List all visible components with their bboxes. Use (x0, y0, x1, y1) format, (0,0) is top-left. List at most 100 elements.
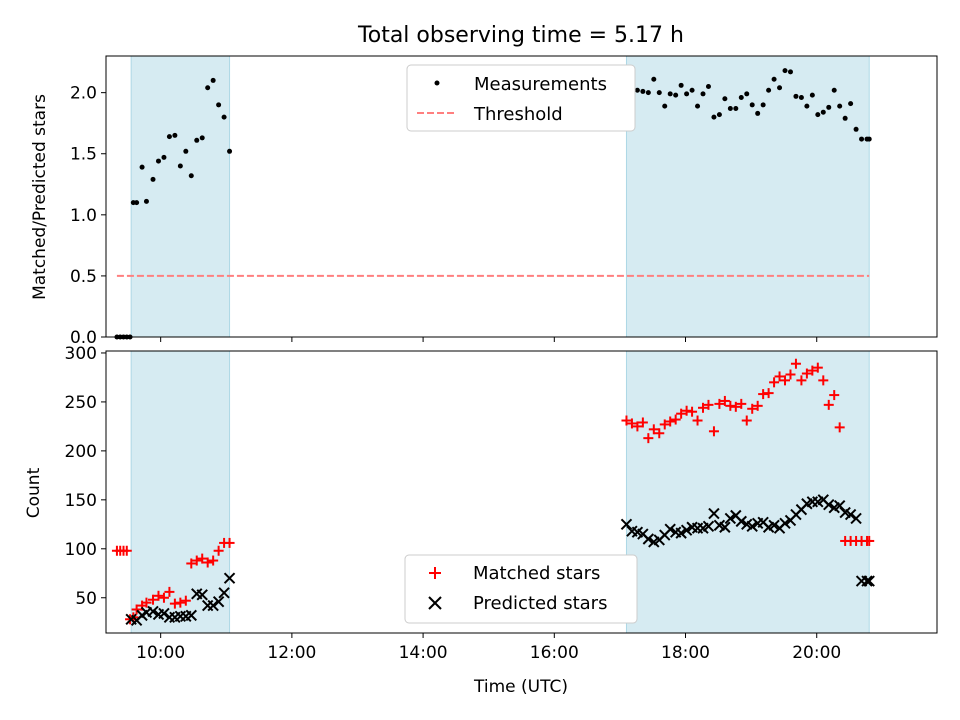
measurement-point (866, 136, 872, 142)
measurement-point (134, 200, 140, 206)
predicted-stars-point (708, 507, 720, 520)
predicted-stars-point (724, 512, 737, 525)
matched-stars-point (202, 557, 213, 568)
measurement-point (651, 76, 657, 82)
measurement-point (760, 102, 766, 108)
matched-stars-point (818, 375, 829, 386)
measurement-point (667, 91, 673, 97)
count-plot-frame (105, 350, 938, 634)
measurement-point (139, 164, 145, 170)
count-legend: Matched stars Predicted stars (404, 554, 638, 624)
matched-stars-point (676, 408, 687, 419)
measurement-point (700, 91, 706, 97)
matched-stars-point (864, 535, 875, 546)
measurement-point (634, 87, 640, 93)
measurement-point (749, 102, 755, 108)
measurement-point (798, 95, 804, 101)
measurement-point (711, 114, 717, 120)
matched-stars-point (191, 555, 202, 566)
count-legend-box (404, 554, 638, 624)
y-tick-label: 100 (65, 540, 97, 560)
matched-stars-point (714, 398, 725, 409)
measurement-point (727, 106, 733, 112)
matched-stars-point (763, 388, 774, 399)
x-tick-label: 20:00 (792, 643, 841, 663)
predicted-stars-point (779, 517, 791, 530)
measurement-point (826, 104, 832, 110)
y-tick-label: 1.0 (70, 206, 97, 226)
matched-stars-point (208, 555, 219, 566)
y-tick-label: 0.0 (70, 328, 97, 348)
y-tick-label: 50 (75, 589, 97, 609)
measurement-point (771, 76, 777, 82)
matched-stars-point (790, 358, 801, 369)
matched-stars-point (659, 419, 670, 430)
predicted-stars-point (158, 607, 170, 620)
matched-stars-point (829, 390, 840, 401)
predicted-stars-point (185, 609, 197, 622)
predicted-stars-point (850, 512, 862, 525)
legend-threshold-label: Threshold (473, 104, 563, 125)
matched-stars-point (769, 377, 780, 388)
predicted-stars-point (861, 575, 873, 587)
measurement-point (804, 103, 810, 109)
x-tick-label: 12:00 (267, 643, 316, 663)
y-tick-label: 0.5 (70, 267, 97, 287)
matched-stars-point (670, 414, 681, 425)
measurement-point (695, 103, 701, 109)
predicted-stars-point (768, 519, 780, 531)
measurement-point (705, 84, 711, 90)
observing-window-span (130, 350, 231, 634)
measurement-point (194, 137, 200, 143)
predicted-stars-point (196, 589, 208, 601)
matched-stars-point (654, 428, 665, 439)
count-y-axis-label: Count (24, 467, 44, 518)
measurement-point (853, 126, 859, 132)
matched-stars-point (632, 421, 643, 432)
measurement-point (777, 85, 783, 91)
measurement-point (689, 87, 695, 93)
predicted-stars-point (735, 515, 747, 528)
matched-stars-point (626, 418, 637, 429)
matched-stars-point (812, 362, 823, 373)
legend-measurements-label: Measurements (474, 74, 607, 95)
matched-stars-point (834, 422, 845, 433)
measurement-point (738, 95, 744, 101)
y-tick-label: 150 (65, 491, 97, 511)
measurement-point (831, 87, 837, 93)
matched-stars-point (780, 375, 791, 386)
predicted-stars-point (823, 499, 835, 511)
matched-stars-point (801, 368, 812, 379)
ratio-panel: 0.00.51.01.52.0 Matched/Predicted stars … (30, 55, 938, 348)
y-tick-label: 1.5 (70, 145, 97, 165)
measurement-point (848, 101, 854, 107)
predicted-stars-point (212, 595, 225, 608)
matched-stars-point (175, 597, 186, 608)
measurement-point (782, 68, 788, 74)
observing-window-span (625, 55, 870, 338)
measurement-point (793, 93, 799, 99)
measurement-point (716, 112, 722, 118)
measurement-point (143, 198, 149, 204)
count-panel: 50 100 150 200 250 300 10:00 12:00 14:00 16:00 18… (24, 344, 938, 697)
y-tick-label: 200 (65, 442, 97, 462)
ratio-plot-frame (105, 55, 938, 338)
predicted-stars-point (147, 605, 159, 618)
observing-window-span (625, 350, 870, 634)
measurement-point (722, 96, 728, 102)
matched-stars-point (665, 416, 676, 427)
matched-stars-point (687, 406, 698, 417)
legend-predicted-marker (428, 596, 442, 610)
measurement-point (177, 163, 183, 169)
predicted-stars-point (702, 520, 715, 532)
legend-measurements-marker (434, 80, 440, 86)
y-tick-label: 250 (65, 393, 97, 413)
measurement-point (172, 132, 178, 138)
matched-stars-point (796, 375, 807, 386)
count-series (111, 358, 875, 626)
measurement-point (227, 148, 233, 154)
measurement-point (150, 176, 156, 182)
matched-stars-point (180, 595, 191, 606)
ratio-y-axis-label: Matched/Predicted stars (30, 94, 50, 300)
